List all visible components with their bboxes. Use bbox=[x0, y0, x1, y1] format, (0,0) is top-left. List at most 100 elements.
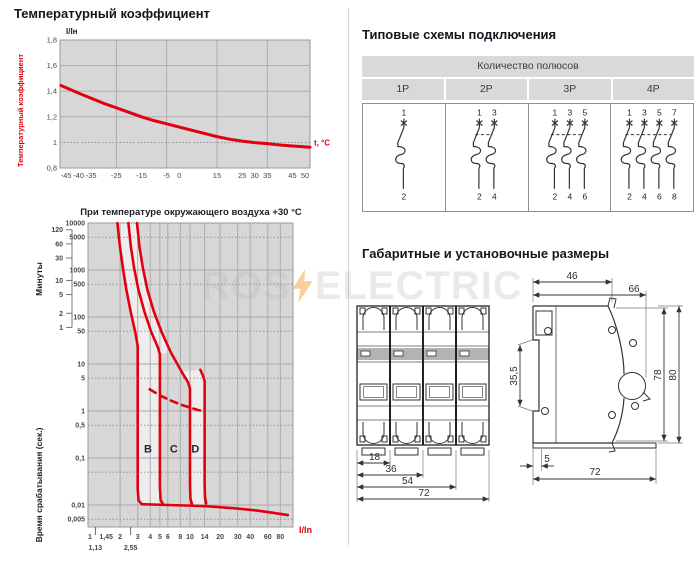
svg-text:0,8: 0,8 bbox=[47, 164, 57, 173]
svg-text:1,13: 1,13 bbox=[88, 545, 102, 552]
svg-text:5: 5 bbox=[657, 108, 662, 118]
temp-coefficient-chart: 1,8 1,6 1,4 1,2 1 0,8 -45 -40 -35 -25 -15 -5 0 15 25 30… bbox=[16, 27, 330, 180]
svg-text:6: 6 bbox=[166, 534, 170, 541]
svg-text:2: 2 bbox=[552, 191, 557, 201]
svg-text:5: 5 bbox=[158, 534, 162, 541]
svg-text:1: 1 bbox=[81, 409, 85, 416]
svg-text:35,5: 35,5 bbox=[509, 366, 520, 386]
svg-text:8: 8 bbox=[178, 534, 182, 541]
svg-text:Минуты: Минуты bbox=[34, 262, 44, 296]
svg-text:78: 78 bbox=[653, 369, 664, 381]
svg-text:-5: -5 bbox=[163, 171, 170, 180]
pole-column-label-3p: 3P bbox=[529, 79, 611, 100]
front-view-drawing: 18 36 54 72 bbox=[356, 305, 490, 502]
svg-text:4: 4 bbox=[492, 191, 497, 201]
svg-text:C: C bbox=[170, 444, 178, 456]
svg-text:10: 10 bbox=[55, 278, 63, 285]
section-title-temperature-coefficient: Температурный коэффициент bbox=[14, 6, 210, 21]
svg-text:3: 3 bbox=[642, 108, 647, 118]
svg-text:3: 3 bbox=[136, 534, 140, 541]
svg-text:-25: -25 bbox=[111, 171, 122, 180]
svg-text:46: 46 bbox=[566, 271, 578, 282]
svg-text:При температуре окружающего во: При температуре окружающего воздуха +30 … bbox=[80, 207, 302, 218]
svg-text:5: 5 bbox=[59, 292, 63, 299]
poles-table-header: Количество полюсов bbox=[362, 56, 694, 77]
svg-text:14: 14 bbox=[201, 534, 209, 541]
svg-text:54: 54 bbox=[402, 476, 414, 487]
svg-text:5: 5 bbox=[582, 108, 587, 118]
svg-text:5: 5 bbox=[81, 376, 85, 383]
svg-text:I/In: I/In bbox=[299, 525, 312, 535]
pole-column-label-2p: 2P bbox=[445, 79, 527, 100]
svg-text:45: 45 bbox=[288, 171, 296, 180]
svg-text:4: 4 bbox=[567, 191, 572, 201]
svg-text:4: 4 bbox=[148, 534, 152, 541]
section-title-dimensions: Габаритные и установочные размеры bbox=[362, 246, 610, 261]
poles-table-column-labels: 1P 2P 3P 4P bbox=[362, 79, 694, 100]
svg-text:1000: 1000 bbox=[69, 268, 85, 275]
scheme-3p-diagram: 1 2 3 4 5 6 bbox=[529, 104, 612, 211]
svg-text:18: 18 bbox=[369, 452, 381, 463]
svg-text:0,5: 0,5 bbox=[75, 423, 85, 430]
svg-text:2: 2 bbox=[627, 191, 632, 201]
svg-text:3: 3 bbox=[567, 108, 572, 118]
svg-text:35: 35 bbox=[263, 171, 271, 180]
svg-text:D: D bbox=[191, 444, 199, 456]
scheme-4p-diagram: 1 2 3 4 5 6 7 8 bbox=[611, 104, 693, 211]
side-view-drawing: 46 66 35,5 78 80 5 72 bbox=[509, 271, 683, 485]
svg-text:10: 10 bbox=[77, 362, 85, 369]
svg-text:2: 2 bbox=[118, 534, 122, 541]
svg-text:66: 66 bbox=[628, 284, 640, 295]
svg-text:1: 1 bbox=[477, 108, 482, 118]
svg-text:I/Iн: I/Iн bbox=[66, 27, 78, 36]
svg-text:25: 25 bbox=[238, 171, 246, 180]
svg-text:-35: -35 bbox=[86, 171, 97, 180]
svg-text:500: 500 bbox=[73, 282, 85, 289]
svg-text:72: 72 bbox=[418, 488, 430, 499]
svg-text:-15: -15 bbox=[136, 171, 147, 180]
svg-text:1: 1 bbox=[402, 108, 407, 118]
svg-text:1: 1 bbox=[59, 325, 63, 332]
svg-text:50: 50 bbox=[77, 329, 85, 336]
svg-text:2,55: 2,55 bbox=[124, 545, 138, 552]
svg-text:-40: -40 bbox=[73, 171, 84, 180]
svg-text:-45: -45 bbox=[61, 171, 72, 180]
svg-text:15: 15 bbox=[213, 171, 221, 180]
svg-text:5000: 5000 bbox=[69, 235, 85, 242]
svg-text:1,6: 1,6 bbox=[47, 61, 57, 70]
svg-text:100: 100 bbox=[73, 315, 85, 322]
svg-text:1: 1 bbox=[627, 108, 632, 118]
svg-text:7: 7 bbox=[672, 108, 677, 118]
svg-text:20: 20 bbox=[216, 534, 224, 541]
svg-text:30: 30 bbox=[55, 256, 63, 263]
svg-text:60: 60 bbox=[55, 241, 63, 248]
svg-text:1,4: 1,4 bbox=[47, 87, 57, 96]
svg-text:1,45: 1,45 bbox=[99, 534, 113, 541]
svg-text:8: 8 bbox=[672, 191, 677, 201]
svg-text:6: 6 bbox=[657, 191, 662, 201]
section-title-connection-schemes: Типовые схемы подключения bbox=[362, 27, 557, 42]
svg-text:10000: 10000 bbox=[66, 221, 86, 228]
svg-text:120: 120 bbox=[51, 227, 63, 234]
svg-text:0,1: 0,1 bbox=[75, 456, 85, 463]
svg-text:2: 2 bbox=[59, 311, 63, 318]
svg-text:2: 2 bbox=[477, 191, 482, 201]
svg-text:1,2: 1,2 bbox=[47, 112, 57, 121]
svg-text:30: 30 bbox=[251, 171, 259, 180]
svg-text:4: 4 bbox=[642, 191, 647, 201]
trip-curves-chart: При температуре окружающего воздуха +30 … bbox=[34, 207, 312, 552]
svg-text:Температурный коэффициент: Температурный коэффициент bbox=[16, 54, 25, 167]
svg-text:50: 50 bbox=[301, 171, 309, 180]
pole-column-label-4p: 4P bbox=[612, 79, 694, 100]
scheme-2p-diagram: 1 2 3 4 bbox=[446, 104, 529, 211]
svg-text:30: 30 bbox=[234, 534, 242, 541]
svg-text:6: 6 bbox=[582, 191, 587, 201]
svg-text:80: 80 bbox=[276, 534, 284, 541]
svg-text:36: 36 bbox=[385, 464, 397, 475]
svg-text:t, °C: t, °C bbox=[314, 138, 330, 147]
svg-text:2: 2 bbox=[402, 191, 407, 201]
pole-column-label-1p: 1P bbox=[362, 79, 444, 100]
